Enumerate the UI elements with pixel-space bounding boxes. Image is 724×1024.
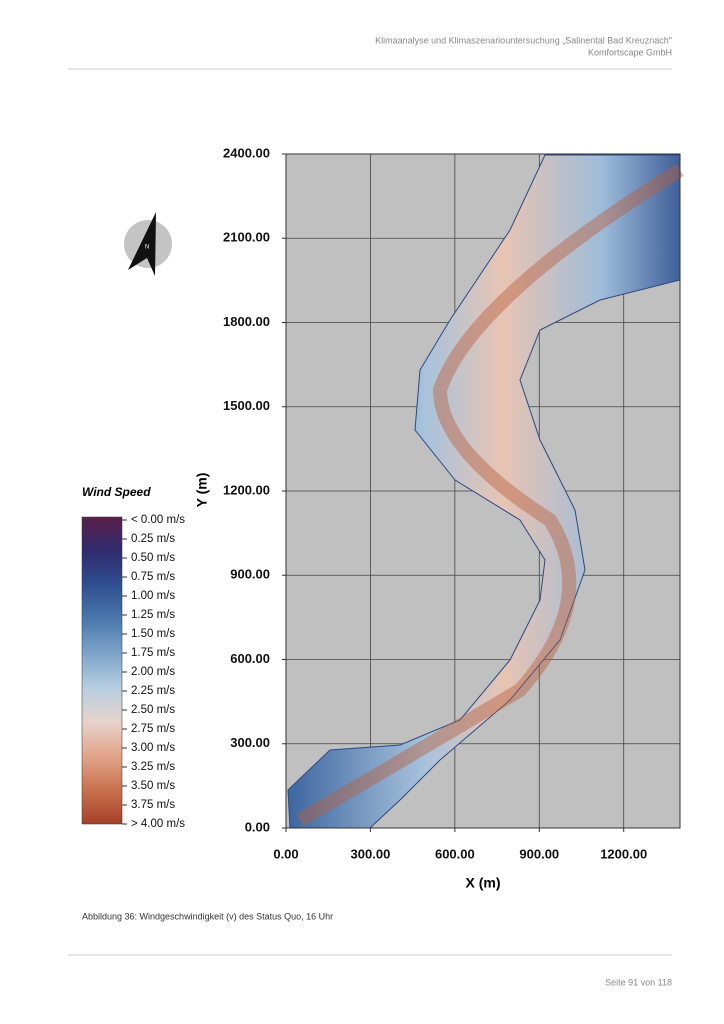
- legend-label: 3.25 m/s: [131, 761, 175, 773]
- y-tick-label: 300.00: [230, 735, 270, 750]
- legend-label: 2.25 m/s: [131, 685, 175, 697]
- legend-label: 3.50 m/s: [131, 780, 175, 792]
- x-tick-label: 600.00: [435, 846, 475, 861]
- legend-label: 0.25 m/s: [131, 533, 175, 545]
- legend-label: > 4.00 m/s: [131, 818, 185, 830]
- y-tick-label: 1800.00: [223, 314, 270, 329]
- legend-label: < 0.00 m/s: [131, 514, 185, 526]
- y-tick-label: 1200.00: [223, 482, 270, 497]
- x-tick-label: 300.00: [351, 846, 391, 861]
- x-tick-label: 1200.00: [600, 846, 647, 861]
- y-tick-label: 0.00: [245, 819, 270, 834]
- legend-label: 1.00 m/s: [131, 590, 175, 602]
- caption: Abbildung 36: Windgeschwindigkeit (v) de…: [82, 911, 333, 921]
- x-tick-label: 900.00: [519, 846, 559, 861]
- legend-label: 3.75 m/s: [131, 799, 175, 811]
- colorbar: [81, 516, 123, 825]
- legend-label: 2.75 m/s: [131, 723, 175, 735]
- y-tick-label: 600.00: [230, 651, 270, 666]
- x-axis-label: X (m): [466, 875, 501, 891]
- y-axis-label: Y (m): [194, 473, 210, 508]
- svg-text:N: N: [145, 245, 149, 251]
- y-tick-label: 900.00: [230, 567, 270, 582]
- north-arrow: N: [124, 212, 172, 276]
- high-speed-core: [296, 164, 684, 827]
- legend-label: 1.50 m/s: [131, 628, 175, 640]
- x-tick-label: 0.00: [273, 846, 298, 861]
- header-line: Komfortscape GmbH: [588, 47, 672, 57]
- y-tick-label: 1500.00: [223, 398, 270, 413]
- y-tick-label: 2100.00: [223, 230, 270, 245]
- legend-label: 1.25 m/s: [131, 609, 175, 621]
- y-tick-label: 2400.00: [223, 145, 270, 160]
- legend-label: 3.00 m/s: [131, 742, 175, 754]
- legend-label: 0.50 m/s: [131, 552, 175, 564]
- header-line: Klimaanalyse und Klimaszenariountersuchu…: [375, 35, 672, 45]
- page-number: Seite 91 von 118: [605, 977, 672, 987]
- legend-label: 1.75 m/s: [131, 647, 175, 659]
- legend-label: 0.75 m/s: [131, 571, 175, 583]
- legend-label: 2.50 m/s: [131, 704, 175, 716]
- legend-title: Wind Speed: [82, 485, 151, 499]
- legend-label: 2.00 m/s: [131, 666, 175, 678]
